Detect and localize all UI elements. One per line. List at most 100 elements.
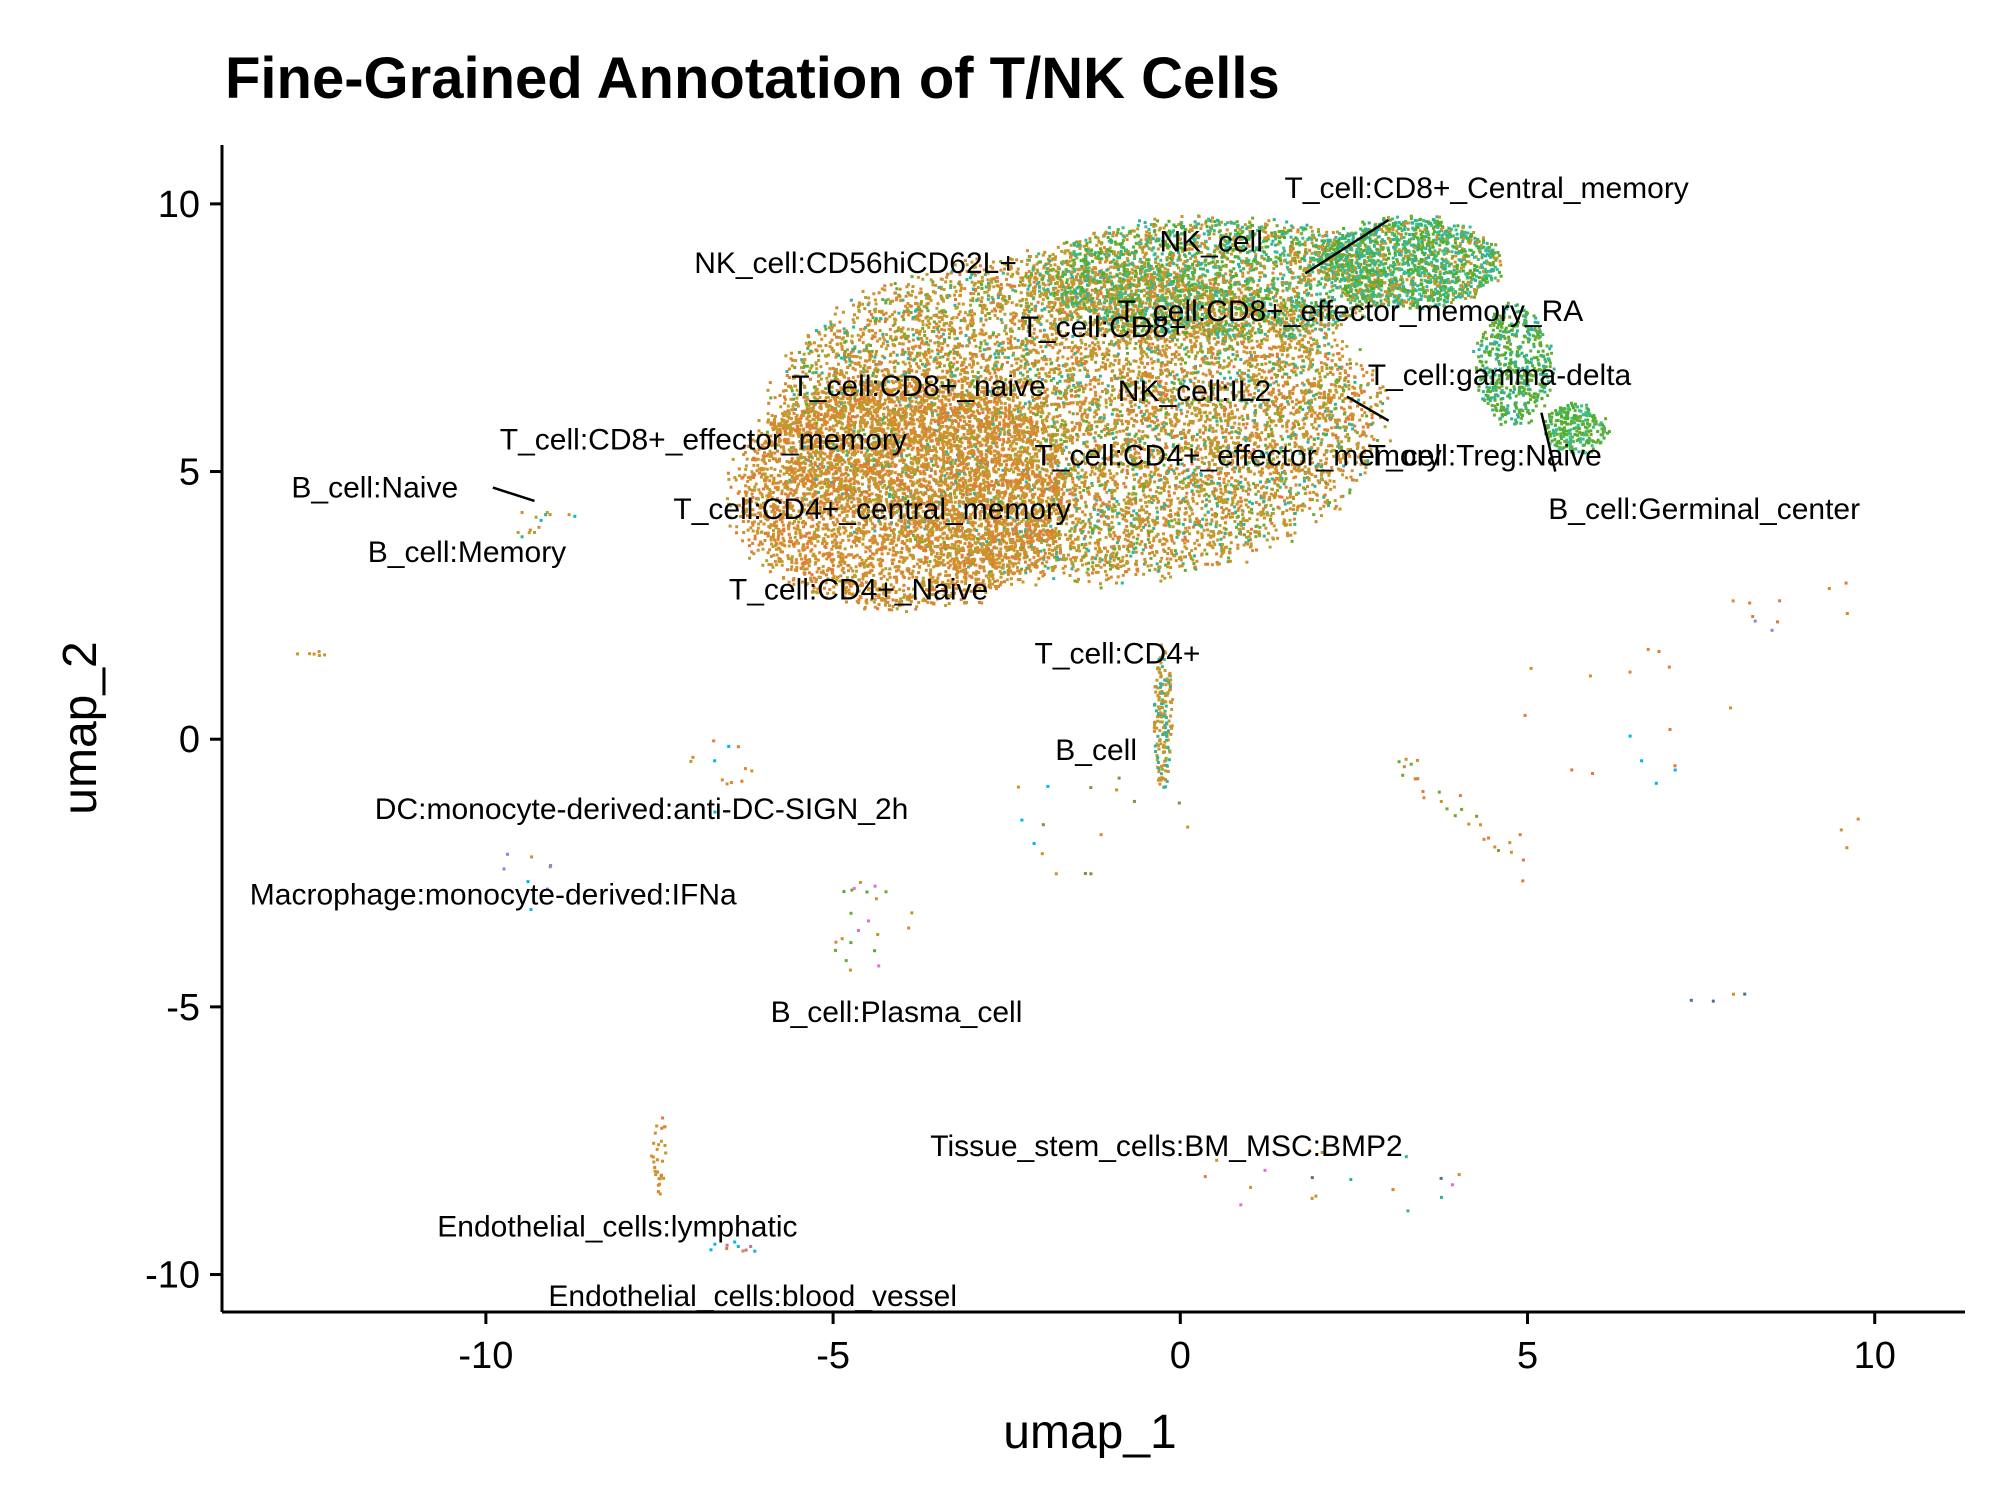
cell-point bbox=[1253, 391, 1257, 395]
cell-point bbox=[901, 504, 905, 508]
cell-point bbox=[1227, 370, 1231, 374]
cell-point bbox=[1174, 559, 1178, 563]
cell-point bbox=[906, 291, 910, 295]
cell-point bbox=[1141, 421, 1144, 425]
cell-point bbox=[966, 344, 970, 348]
cell-point bbox=[816, 465, 820, 468]
cell-point bbox=[1090, 424, 1094, 428]
cell-point bbox=[1042, 266, 1046, 270]
cell-point bbox=[1301, 407, 1305, 411]
cell-point bbox=[1210, 513, 1214, 517]
cell-point bbox=[1315, 342, 1319, 346]
cell-point bbox=[1347, 374, 1350, 377]
cell-point bbox=[1233, 505, 1237, 509]
cell-point bbox=[924, 353, 928, 357]
cell-point bbox=[1169, 534, 1173, 538]
cell-point bbox=[1172, 541, 1176, 545]
cell-point bbox=[1218, 477, 1221, 480]
cell-point bbox=[859, 327, 863, 331]
cell-point bbox=[1237, 506, 1241, 510]
cell-point bbox=[1170, 357, 1174, 361]
cell-point bbox=[1064, 397, 1068, 401]
cell-point bbox=[845, 348, 849, 352]
cell-point bbox=[853, 426, 856, 430]
cell-point bbox=[1291, 392, 1295, 395]
cell-point bbox=[1242, 350, 1246, 354]
cell-point bbox=[1327, 351, 1331, 355]
cell-point bbox=[951, 316, 955, 320]
cell-point bbox=[914, 309, 917, 313]
cell-point bbox=[1111, 515, 1114, 519]
cell-point bbox=[1005, 277, 1008, 281]
cell-point bbox=[1078, 506, 1082, 510]
cell-point bbox=[1156, 486, 1160, 489]
cell-point bbox=[1186, 398, 1190, 402]
cell-point bbox=[996, 316, 1000, 320]
cell-point bbox=[889, 464, 893, 468]
cell-point bbox=[1253, 351, 1256, 354]
cell-point bbox=[1170, 519, 1174, 523]
cell-point bbox=[996, 302, 1000, 306]
cell-point bbox=[784, 354, 788, 358]
cell-point bbox=[864, 296, 868, 299]
cell-point bbox=[1114, 553, 1118, 557]
cell-point bbox=[886, 344, 890, 347]
cell-point bbox=[1259, 473, 1263, 477]
cell-point bbox=[1231, 353, 1235, 356]
cell-point bbox=[1361, 425, 1365, 429]
cell-point bbox=[1169, 361, 1173, 364]
cell-point bbox=[1114, 284, 1118, 288]
cell-point bbox=[918, 351, 922, 355]
cell-point bbox=[1281, 384, 1285, 388]
cell-point bbox=[938, 362, 942, 366]
cell-point bbox=[1157, 569, 1161, 572]
cell-point bbox=[1268, 424, 1272, 428]
cell-point bbox=[1013, 541, 1017, 545]
cell-point bbox=[926, 488, 929, 492]
cell-point bbox=[995, 546, 999, 550]
cell-point bbox=[853, 399, 857, 403]
cell-point bbox=[1100, 429, 1104, 433]
cell-point bbox=[929, 418, 933, 422]
cell-point bbox=[1205, 294, 1209, 298]
cell-point bbox=[1032, 264, 1036, 268]
cell-point bbox=[1360, 408, 1364, 412]
cell-point bbox=[802, 352, 806, 356]
cell-point bbox=[1270, 369, 1274, 373]
cell-point bbox=[932, 428, 936, 432]
cell-point bbox=[921, 319, 925, 323]
cell-point bbox=[1070, 280, 1074, 284]
cell-point bbox=[827, 386, 831, 390]
cell-point bbox=[1006, 356, 1010, 360]
cell-point bbox=[1185, 335, 1189, 339]
cell-point bbox=[888, 301, 892, 305]
cell-point bbox=[1277, 357, 1281, 361]
cell-point bbox=[984, 318, 988, 322]
cell-point bbox=[1212, 308, 1216, 311]
cell-point bbox=[1332, 485, 1336, 489]
cell-point bbox=[928, 322, 932, 326]
cell-point bbox=[1255, 548, 1258, 552]
cell-point bbox=[1199, 473, 1203, 477]
cell-point bbox=[1218, 365, 1221, 369]
cell-point bbox=[1199, 342, 1203, 346]
cell-point bbox=[891, 342, 895, 346]
cell-point bbox=[1151, 551, 1155, 554]
cell-point bbox=[1008, 297, 1011, 300]
cell-point bbox=[1294, 402, 1298, 406]
cell-point bbox=[1217, 326, 1221, 330]
cell-point bbox=[918, 329, 922, 333]
cell-point bbox=[1177, 448, 1181, 451]
cell-point bbox=[1039, 322, 1043, 326]
cell-point bbox=[1140, 354, 1144, 358]
cell-point bbox=[946, 344, 950, 348]
cell-point bbox=[1052, 367, 1056, 371]
cell-point bbox=[1152, 539, 1156, 543]
cell-point bbox=[1108, 469, 1112, 473]
cell-point bbox=[1216, 531, 1220, 535]
cell-point bbox=[887, 465, 891, 469]
cell-point bbox=[1239, 358, 1243, 361]
cell-point bbox=[1213, 494, 1216, 498]
cell-point bbox=[1071, 401, 1075, 405]
cell-point bbox=[1039, 475, 1043, 479]
